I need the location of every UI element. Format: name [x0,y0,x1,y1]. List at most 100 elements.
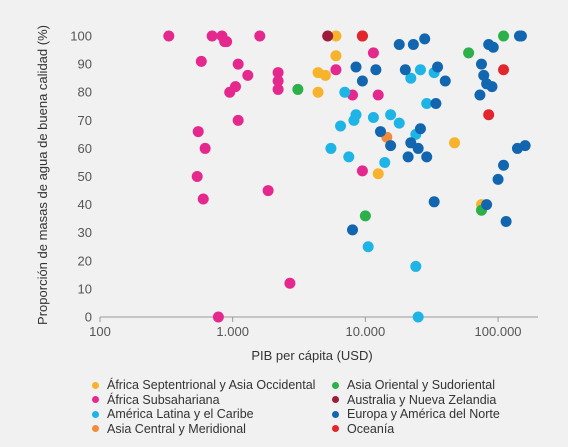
data-point [399,64,411,76]
data-point [432,61,444,73]
data-point [481,199,493,211]
data-point [498,30,510,42]
data-point [163,30,175,42]
data-point [379,156,391,168]
legend-label: Europa y América del Norte [347,407,500,421]
legend-swatch [92,381,99,389]
legend-swatch [92,410,99,418]
data-point [463,47,475,59]
data-point [199,142,211,154]
y-axis-title: Proporción de masas de agua de buena cal… [35,25,50,325]
data-point [330,64,342,76]
data-point [350,109,362,121]
data-point [325,142,337,154]
y-axis: 0 10 20 30 40 50 60 70 80 90 100 [70,29,92,325]
y-tick-label: 60 [78,141,92,156]
legend-item: Asia Central y Meridional [92,422,332,437]
data-point [284,277,296,289]
y-tick-label: 30 [78,225,92,240]
y-tick-label: 0 [85,310,92,325]
data-point [410,260,422,272]
data-point [292,83,304,95]
data-point [372,168,384,180]
data-point [356,165,368,177]
data-point [419,33,431,45]
data-point [197,193,209,205]
legend-item: América Latina y el Caribe [92,407,332,422]
data-point [449,137,461,149]
legend-label: Asia Oriental y Sudoriental [347,378,495,392]
data-point [428,196,440,208]
x-tick-label: 100 [89,324,111,339]
data-point [330,50,342,62]
data-point [335,120,347,132]
data-point [319,69,331,81]
data-point [513,30,525,42]
data-point [195,55,207,67]
data-point [191,171,203,183]
data-point [330,30,342,42]
y-tick-label: 40 [78,197,92,212]
data-point [362,241,374,253]
data-point [356,75,368,87]
y-tick-label: 70 [78,113,92,128]
data-point [347,224,359,236]
legend-item: África Septentrional y Asia Occidental [92,378,332,393]
data-point [421,97,433,109]
data-point [262,185,274,197]
data-point [372,89,384,101]
x-tick-label: 10.000 [345,324,385,339]
legend-item: Oceanía [332,422,552,437]
data-point [272,67,284,79]
data-point [475,58,487,70]
data-point [374,126,386,138]
y-tick-label: 50 [78,169,92,184]
data-point [272,83,284,95]
data-point [367,47,379,59]
y-tick-label: 20 [78,253,92,268]
legend-label: Asia Central y Meridional [107,421,246,436]
data-point [359,210,371,222]
data-point [414,64,426,76]
data-point [478,69,490,81]
legend-item: África Subsahariana [92,393,332,408]
data-point [393,38,405,50]
data-point [486,81,498,93]
data-point [192,126,204,138]
data-point [232,58,244,70]
y-tick-label: 10 [78,281,92,296]
y-tick-label: 80 [78,85,92,100]
data-point [221,36,233,48]
data-point [339,86,351,98]
legend-swatch [332,381,339,389]
data-point [412,311,424,323]
data-point [350,61,362,73]
data-points [163,30,531,323]
data-point [232,114,244,126]
y-tick-label: 90 [78,57,92,72]
data-point [367,112,379,124]
data-point [474,89,486,101]
legend: África Septentrional y Asia Occidental As… [92,378,552,436]
data-point [224,86,236,98]
data-point [500,215,512,227]
legend-item: Australia y Nueva Zelandia [332,393,552,408]
legend-item: Asia Oriental y Sudoriental [332,378,552,393]
legend-label: África Subsahariana [107,392,220,407]
x-axis: 100 1.000 10.000 100.000 [89,317,522,339]
data-point [254,30,266,42]
data-point [439,75,451,87]
data-point [272,75,284,87]
legend-swatch [92,425,99,433]
data-point [242,69,254,81]
data-point [519,140,531,152]
legend-label: África Septentrional y Asia Occidental [107,378,316,392]
data-point [312,86,324,98]
data-point [385,140,397,152]
legend-label: América Latina y el Caribe [107,407,254,421]
data-point [405,72,417,84]
data-point [343,151,355,163]
legend-item: Europa y América del Norte [332,407,552,422]
data-point [322,30,334,42]
data-point [430,97,442,109]
